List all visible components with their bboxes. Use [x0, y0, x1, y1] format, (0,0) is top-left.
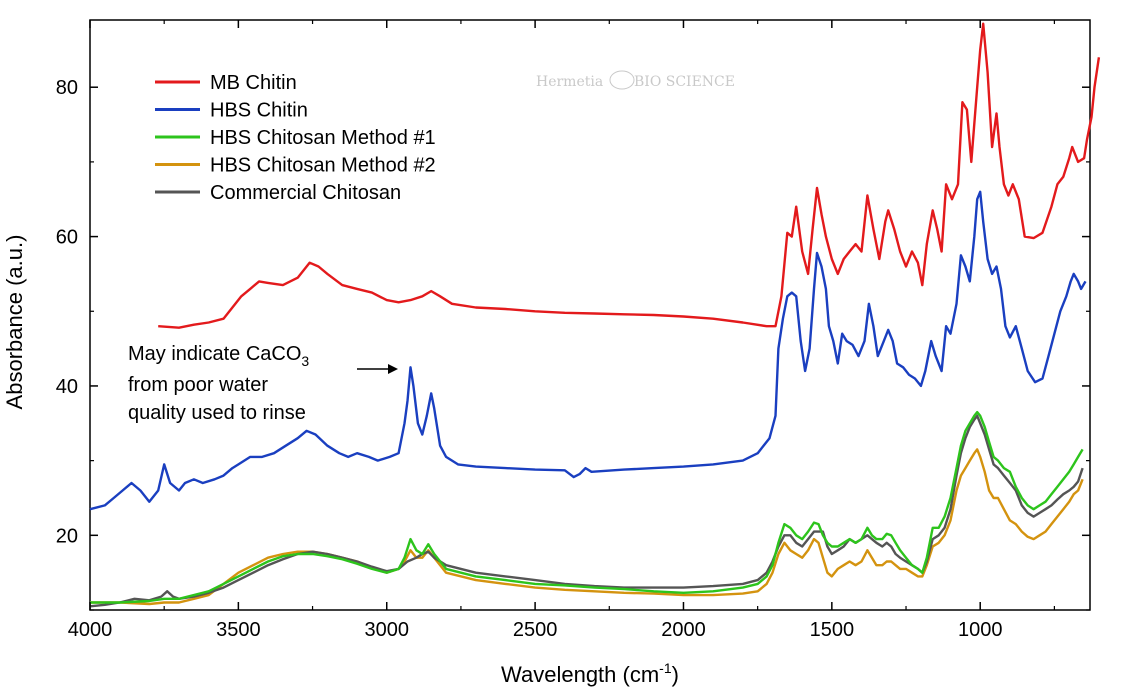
watermark-logo-icon [609, 70, 635, 90]
y-tick-label: 60 [56, 227, 78, 249]
annotation-arrowhead-icon [388, 364, 398, 374]
legend-entry-label: HBS Chitosan Method #2 [210, 155, 436, 177]
annotation-line-1-sub: 3 [301, 353, 309, 369]
watermark-text-2: BIO SCIENCE [634, 74, 735, 90]
x-tick-label: 2000 [661, 619, 706, 641]
watermark-text-1: Hermetia [536, 74, 603, 90]
annotation: May indicate CaCO3 from poor water quali… [128, 343, 398, 424]
series-layer [89, 22, 1101, 608]
annotation-line-2: from poor water [128, 374, 268, 396]
series-line-mb-chitin [158, 22, 1101, 329]
axes-frame [89, 19, 1091, 611]
x-tick-label: 2500 [513, 619, 558, 641]
x-axis-title-tail: ) [672, 662, 679, 687]
x-tick-label: 1500 [810, 619, 855, 641]
x-axis-title: Wavelength (cm-1) [501, 660, 679, 687]
legend-entry-label: Commercial Chitosan [210, 182, 401, 204]
y-tick-label: 80 [56, 77, 78, 99]
x-tick-label: 4000 [68, 619, 113, 641]
watermark: Hermetia BIO SCIENCE [536, 70, 735, 90]
annotation-line-3: quality used to rinse [128, 402, 306, 424]
legend-entry-label: HBS Chitosan Method #1 [210, 127, 436, 149]
legend: MB Chitin HBS Chitin HBS Chitosan Method #… [155, 72, 436, 204]
annotation-line-1: May indicate CaCO3 [128, 343, 309, 369]
legend-entry-label: MB Chitin [210, 72, 297, 94]
y-tick-label: 40 [56, 376, 78, 398]
x-tick-label: 3500 [216, 619, 261, 641]
series-line-hbs-chitin [89, 190, 1087, 511]
legend-entry-label: HBS Chitin [210, 100, 308, 122]
series-line-commercial-chitosan [89, 414, 1084, 608]
x-tick-label: 3000 [364, 619, 409, 641]
x-axis-title-main: Wavelength (cm [501, 662, 659, 687]
series-line-hbs-chitosan-method-1 [90, 410, 1084, 604]
annotation-line-1-main: May indicate CaCO [128, 343, 301, 365]
plot-frame [89, 19, 1091, 611]
y-tick-label: 20 [56, 525, 78, 547]
y-axis-title: Absorbance (a.u.) [2, 235, 27, 410]
x-axis-title-sup: -1 [659, 660, 672, 676]
tick-layer: 4000 3500 3000 2500 2000 1500 1000 20 40 60 80 [56, 20, 1090, 641]
x-tick-label: 1000 [958, 619, 1003, 641]
